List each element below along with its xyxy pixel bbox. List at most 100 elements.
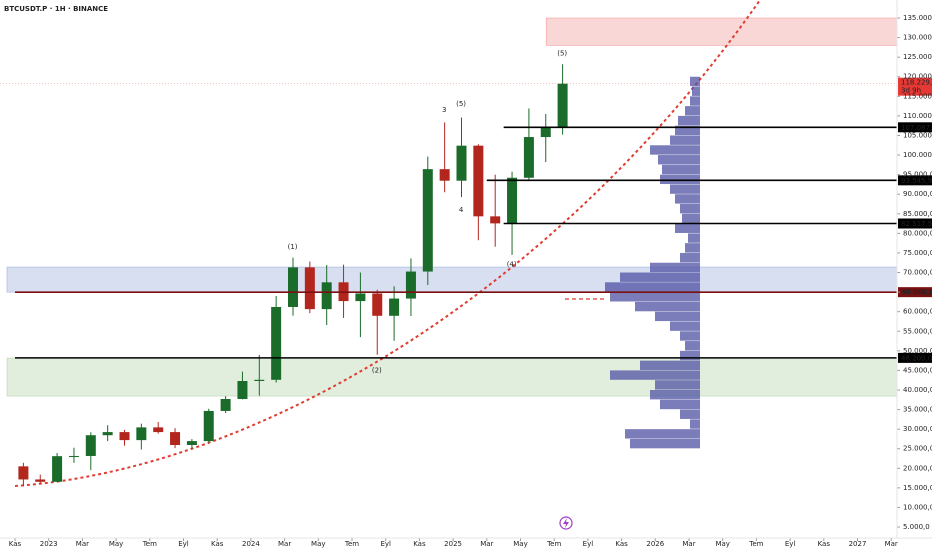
candle-body [422,169,433,272]
y-tick-label: 100.000,0 [903,151,932,159]
candle-body [35,479,46,482]
profile-bar [692,86,700,96]
candle-body [119,432,130,441]
candle-body [372,293,383,316]
y-tick-label: 50.000,0 [903,347,932,355]
profile-bar [625,429,700,439]
profile-bar [685,341,700,351]
level-label: 48.200,0 [901,354,932,362]
wave-label: (1) [288,243,298,251]
x-tick-label: Eyl [785,540,796,548]
wave-label: (5) [557,49,567,57]
level-label: 93.545,9 [901,177,932,185]
x-tick-label: 2027 [849,540,867,548]
y-tick-label: 95.000,0 [903,171,932,179]
candle-body [355,293,366,302]
zone [545,17,898,46]
profile-bar [670,321,700,331]
level-label: 82.517,5 [901,220,932,228]
profile-bar [662,164,700,175]
y-tick-label: 15.000,0 [903,484,932,492]
profile-bar [610,292,700,302]
profile-bar [680,204,700,214]
y-tick-label: 60.000,0 [903,308,932,316]
lightning-icon[interactable] [559,516,573,530]
x-tick-label: Mar [76,540,89,548]
wave-label: 4 [459,206,464,214]
profile-bar [660,174,700,185]
zones [6,17,898,397]
level-tag [898,122,932,133]
candle-body [186,441,197,446]
wave-label: (5) [456,100,466,108]
y-tick-label: 105.000,0 [903,131,932,139]
level-tag [898,352,932,363]
wave-label: 3 [442,106,446,114]
level-label: 107.087,4 [901,124,932,132]
x-tick-label: 2024 [242,540,260,548]
x-tick-label: Eyl [178,540,189,548]
y-tick-label: 20.000,0 [903,464,932,472]
x-tick-label: Kas [211,540,224,548]
profile-bar [658,155,700,165]
profile-bar [610,370,700,380]
candle-body [254,379,265,381]
candle-body [405,271,416,299]
y-tick-label: 85.000,0 [903,210,932,218]
candle-body [52,456,63,482]
profile-bar [675,125,700,136]
profile-bar [690,419,700,429]
profile-bar [650,389,700,400]
level-tag [898,287,932,298]
candle-body [203,410,214,442]
candle-body [389,298,400,316]
profile-bar [680,350,700,361]
x-tick-label: Tem [748,540,763,548]
y-tick-label: 80.000,0 [903,229,932,237]
wave-label: (2) [372,366,382,374]
x-tick-label: Tem [344,540,359,548]
profile-bar [685,106,700,116]
profile-bar [605,282,700,292]
candle-body [153,427,164,433]
last-price-label: 118.229,4 [901,79,932,87]
candle-body [102,432,113,436]
y-tick-label: 30.000,0 [903,425,932,433]
y-tick-label: 135.000,0 [903,14,932,22]
x-tick-label: Kas [413,540,426,548]
profile-bar [620,272,700,282]
profile-bar [685,243,700,253]
profile-bar [680,409,700,419]
levels: 107.087,4 93.545,9 82.517,5 64.986,1 48.200,… [0,77,932,363]
candle-body [85,435,96,456]
y-tick-label: 115.000,0 [903,92,932,100]
profile-bar [670,135,700,145]
axes: 5.000,0 10.000,0 15.000,0 20.000,0 25.000,0 3… [9,14,932,548]
profile-bar [630,438,700,449]
y-tick-label: 120.000,0 [903,73,932,81]
y-tick-label: 130.000,0 [903,34,932,42]
candle-body [439,169,450,181]
x-tick-label: 2026 [646,540,664,548]
candle-body [220,398,231,411]
x-tick-label: Mar [885,540,898,548]
level-tag [898,218,932,229]
x-tick-label: Kas [818,540,831,548]
x-tick-label: Kas [615,540,628,548]
x-tick-label: 2025 [444,540,462,548]
y-tick-label: 55.000,0 [903,327,932,335]
profile-bar [675,194,700,204]
x-tick-label: May [109,540,123,548]
zone [6,266,898,293]
profile-bar [678,115,700,126]
profile-bar [680,331,700,341]
profile-bar [682,213,700,224]
profile-bar [670,184,700,194]
x-tick-label: May [513,540,527,548]
profile-bar [690,76,700,87]
profile-bar [650,262,700,273]
y-tick-label: 25.000,0 [903,445,932,453]
profile-bar [635,301,700,312]
x-tick-label: Tem [142,540,157,548]
